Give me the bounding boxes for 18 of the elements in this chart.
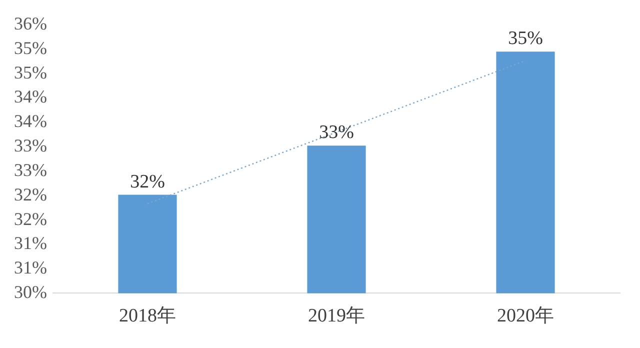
y-tick-label: 34% — [14, 86, 47, 107]
y-tick-label: 32% — [14, 208, 47, 229]
y-tick-label: 35% — [14, 38, 47, 58]
x-tick-label: 2018年 — [118, 306, 176, 327]
data-label: 33% — [319, 122, 354, 144]
y-tick-label: 32% — [14, 184, 47, 204]
x-tick-label: 2020年 — [497, 306, 554, 327]
y-tick-label: 33% — [14, 160, 47, 180]
y-tick-label: 33% — [14, 136, 47, 156]
data-label: 35% — [508, 28, 544, 50]
y-tick-label: 35% — [14, 62, 47, 82]
x-tick-label: 2019年 — [308, 306, 365, 327]
y-tick-label: 36% — [14, 14, 47, 34]
data-label: 32% — [130, 171, 166, 192]
y-tick-label: 31% — [14, 233, 47, 254]
y-tick-label: 34% — [14, 111, 47, 132]
y-tick-label: 31% — [14, 258, 47, 278]
y-tick-label: 30% — [14, 282, 47, 302]
